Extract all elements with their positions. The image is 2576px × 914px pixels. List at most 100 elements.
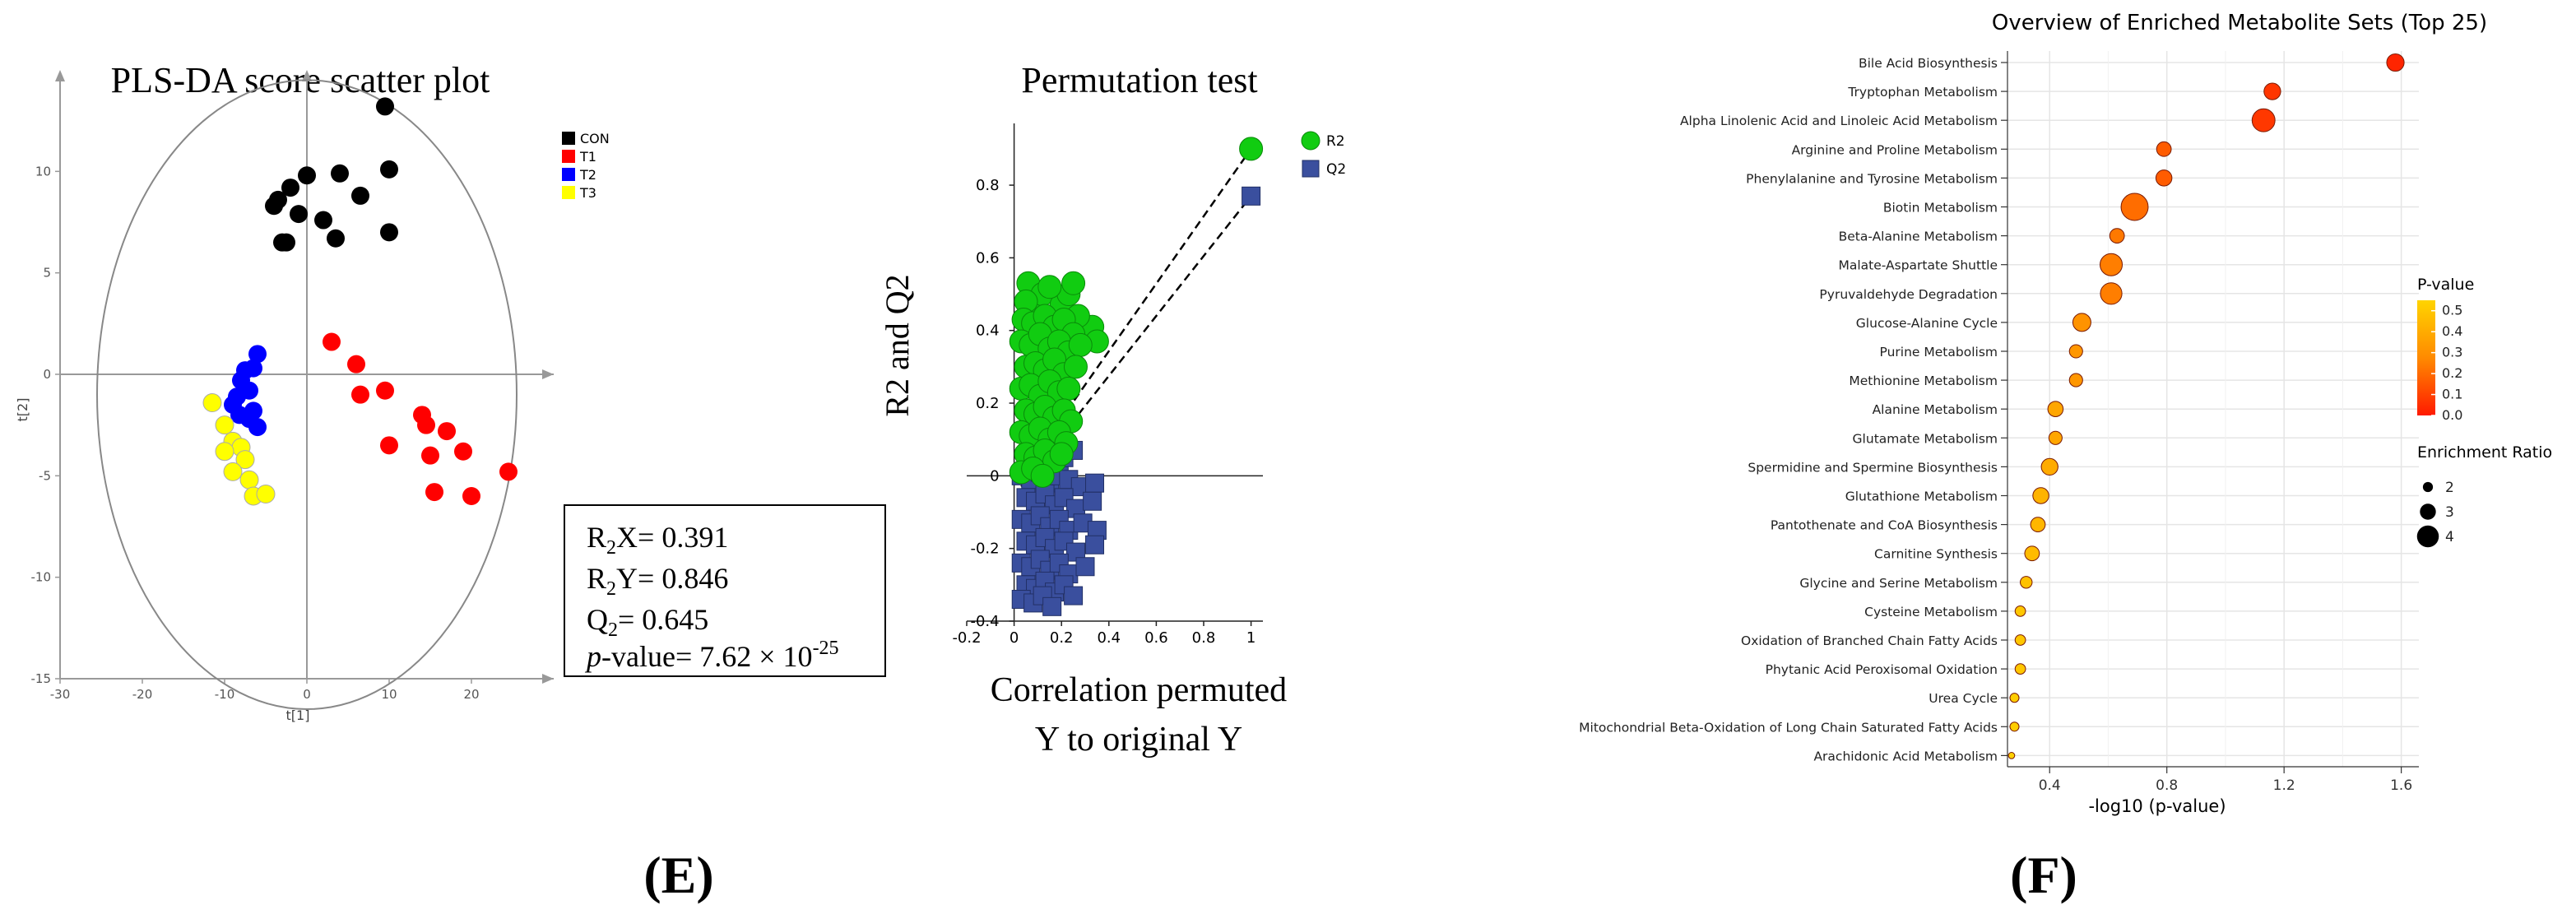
perm-ylabel: R2 and Q2 (879, 274, 916, 416)
perm-r2-point (1056, 376, 1081, 401)
plsda-point-con (327, 229, 345, 248)
enrich-xtick-label: 1.6 (2390, 777, 2412, 794)
enrich-point (2024, 545, 2040, 562)
enrich-color-tick-label: 0.3 (2442, 345, 2462, 360)
plsda-ytick-label: 5 (43, 266, 51, 281)
perm-xtick-label: 0.8 (1192, 629, 1216, 647)
perm-xlabel-line2: Y to original Y (1035, 721, 1242, 759)
enrichment-panel: Overview of Enriched Metabolite Sets (To… (1579, 11, 2576, 816)
plsda-point-con (376, 97, 394, 116)
plsda-point-t1 (376, 381, 394, 400)
plsda-confidence-ellipse (96, 79, 518, 710)
enrich-color-tick-label: 0.1 (2442, 387, 2462, 402)
enrich-category-label: Pantothenate and CoA Biosynthesis (1771, 518, 1998, 533)
enrich-point (2263, 82, 2281, 100)
plsda-point-t1 (499, 462, 518, 481)
plsda-ytick-label: 10 (35, 164, 51, 179)
enrich-point (2109, 228, 2125, 244)
enrich-color-tick-label: 0.2 (2442, 365, 2462, 381)
perm-legend-r2-marker (1301, 131, 1320, 151)
enrich-category-label: Carnitine Synthesis (1874, 547, 1998, 562)
enrich-category-label: Arachidonic Acid Metabolism (1813, 749, 1998, 763)
enrich-size-legend-label: 2 (2445, 480, 2454, 496)
plsda-ytick-label: -5 (39, 468, 51, 483)
stats-q2: Q2= 0.645 (587, 603, 708, 641)
perm-q2-point (1042, 596, 1062, 616)
plsda-xlabel: t[1] (286, 708, 310, 723)
enrich-point (2007, 752, 2016, 759)
enrich-point (2048, 430, 2063, 445)
plsda-ylabel: t[2] (15, 398, 30, 422)
plsda-legend-label-con: CON (580, 131, 610, 146)
perm-q2-point (1242, 186, 1261, 206)
plsda-point-con (380, 223, 398, 242)
enrich-category-label: Oxidation of Branched Chain Fatty Acids (1741, 633, 1998, 648)
plsda-point-t1 (425, 483, 443, 502)
enrich-point (2020, 576, 2033, 589)
perm-r2-point (1239, 137, 1264, 161)
plsda-point-con (265, 197, 283, 216)
perm-q2-point (1065, 542, 1085, 562)
enrich-point (2155, 169, 2173, 187)
perm-points (1009, 137, 1264, 616)
plsda-point-t3 (256, 485, 276, 504)
enrich-points (2007, 53, 2405, 759)
enrich-category-label: Glutamate Metabolism (1853, 431, 1998, 446)
panel-label-e: (E) (643, 846, 713, 904)
plsda-point-t3 (239, 470, 259, 489)
enrich-x-axis: 0.4 0.8 1.2 1.6 (2007, 51, 2419, 794)
enrich-point (2100, 282, 2123, 305)
enrich-point (2014, 634, 2026, 646)
plsda-point-con (331, 164, 349, 183)
enrich-category-label: Alanine Metabolism (1873, 402, 1998, 417)
plsda-xtick-label: -20 (132, 687, 153, 702)
plsda-point-t1 (323, 332, 341, 351)
enrich-color-tick-label: 0.4 (2442, 323, 2462, 339)
stats-box-frame (564, 504, 886, 677)
plsda-point-t2 (248, 345, 267, 364)
perm-r2-point (1063, 355, 1088, 379)
perm-legend-r2-label: R2 (1326, 133, 1345, 150)
enrich-point (2009, 693, 2020, 703)
plsda-point-con (277, 233, 295, 252)
plsda-xtick-label: -30 (50, 687, 71, 702)
stats-r2x: R2X= 0.391 (587, 521, 728, 559)
perm-xtick-label: 1 (1246, 629, 1256, 647)
perm-ytick-label: 0.2 (976, 395, 1000, 412)
perm-q2-point (1075, 557, 1095, 577)
plsda-point-t1 (347, 355, 365, 373)
perm-r2-point (1037, 275, 1062, 299)
plsda-points (202, 97, 518, 506)
plsda-xtick-label: 0 (303, 687, 311, 702)
enrich-category-label: Spermidine and Spermine Biosynthesis (1748, 460, 1998, 475)
enrich-category-labels: Bile Acid Biosynthesis Tryptophan Metabol… (1579, 56, 2007, 763)
plsda-point-t3 (202, 393, 222, 413)
enrich-category-label: Glutathione Metabolism (1845, 489, 1998, 504)
enrich-category-label: Mitochondrial Beta-Oxidation of Long Cha… (1579, 720, 1998, 735)
enrich-point (2072, 313, 2091, 332)
enrich-point (2386, 53, 2405, 72)
plsda-xtick-label: 10 (381, 687, 397, 702)
plsda-ellipse (96, 79, 518, 710)
enrich-category-label: Pyruvaldehyde Degradation (1819, 287, 1998, 302)
enrich-color-bar (2417, 300, 2435, 415)
enrich-size-legend-label: 4 (2445, 529, 2454, 545)
plsda-point-t2 (248, 418, 267, 437)
perm-legend-q2-marker (1302, 160, 1320, 178)
plsda-x-arrow (542, 369, 554, 379)
perm-ytick-label: -0.4 (970, 613, 999, 630)
perm-ytick-label: 0 (990, 467, 999, 485)
enrich-color-legend-title: P-value (2417, 276, 2474, 294)
enrich-color-tick-label: 0.0 (2442, 407, 2462, 423)
plsda-xtick-label: 20 (463, 687, 479, 702)
plsda-legend-label-t2: T2 (579, 167, 596, 183)
perm-legend: R2 Q2 (1301, 131, 1346, 178)
enrich-point (2014, 663, 2026, 675)
perm-legend-q2-label: Q2 (1326, 161, 1346, 178)
plsda-point-t1 (417, 415, 435, 434)
plsda-point-t3 (235, 450, 255, 470)
enrich-point (2068, 373, 2083, 387)
perm-ytick-label: 0.6 (976, 249, 1000, 267)
